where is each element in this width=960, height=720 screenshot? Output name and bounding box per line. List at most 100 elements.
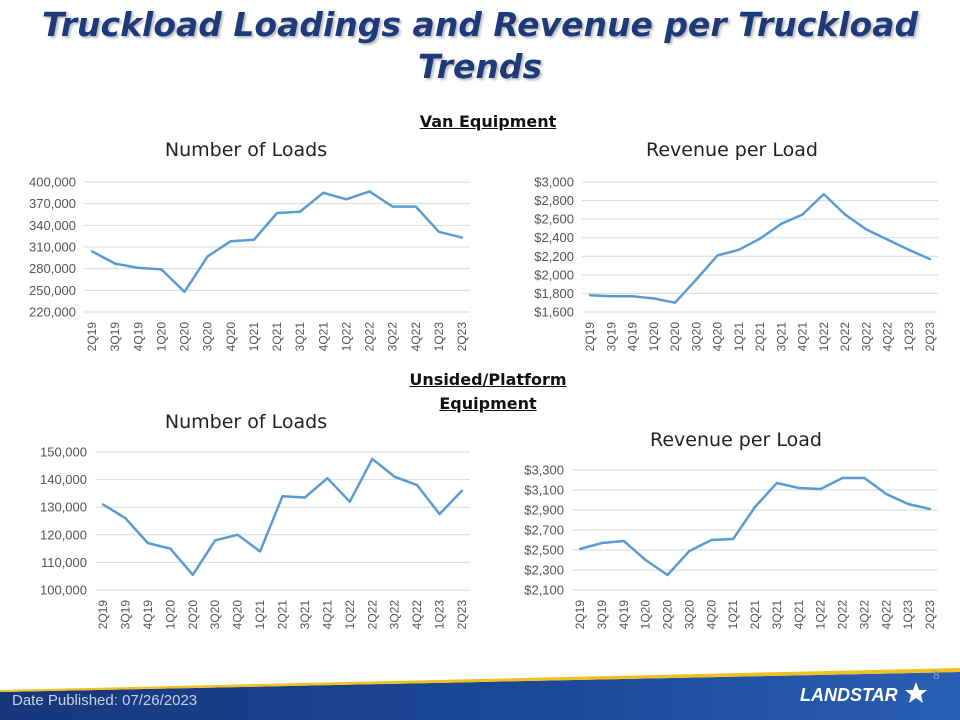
footer-gold-stripe	[0, 668, 960, 692]
data-point	[797, 486, 800, 490]
x-tick-label: 4Q22	[409, 322, 423, 352]
data-point	[843, 213, 847, 216]
data-point	[368, 190, 371, 193]
section-platform-line1: Unsided/Platform	[409, 370, 567, 389]
data-point	[928, 257, 932, 261]
data-point	[819, 487, 822, 491]
data-point	[600, 541, 604, 545]
chart-van-revenue: Revenue per Load $1,600 $1,800 $2,000 $2,200…	[534, 139, 938, 352]
x-tick-label: 4Q22	[410, 600, 424, 630]
data-point	[169, 547, 172, 550]
y-tick-label: 120,000	[40, 527, 87, 542]
x-tick-label: 1Q22	[817, 322, 831, 352]
landstar-logo: LANDSTAR	[800, 682, 927, 705]
y-tick-label: 400,000	[29, 175, 76, 190]
x-tick-label: 4Q22	[879, 600, 893, 630]
x-tick-label: 2Q19	[96, 600, 110, 630]
page-title-line2: Trends	[417, 47, 543, 86]
y-tick-label: 100,000	[40, 583, 87, 598]
y-tick-label: $1,600	[534, 305, 574, 320]
data-point	[345, 198, 348, 201]
x-tick-label: 2Q22	[838, 322, 852, 352]
data-point	[146, 541, 150, 545]
data-point	[90, 250, 94, 253]
data-point	[758, 237, 762, 240]
data-point	[206, 255, 209, 258]
y-tick-label: $2,100	[524, 583, 564, 598]
x-tick-label: 1Q20	[647, 322, 661, 352]
x-tick-label: 3Q22	[388, 600, 402, 630]
data-point	[348, 500, 352, 503]
x-tick-label: 4Q19	[131, 322, 145, 352]
x-tick-label: 3Q22	[857, 600, 871, 630]
x-tick-label: 1Q21	[726, 600, 740, 630]
logo-star-icon	[905, 682, 927, 703]
x-tick-label: 4Q20	[711, 322, 725, 352]
data-point	[578, 547, 582, 551]
data-point	[652, 297, 655, 300]
x-tick-label: 3Q22	[386, 322, 400, 352]
data-point	[753, 505, 757, 509]
x-tick-label: 2Q23	[923, 600, 937, 630]
data-point	[886, 238, 889, 241]
data-point	[865, 228, 868, 231]
x-tick-label: 2Q19	[583, 322, 597, 352]
data-point	[688, 549, 691, 553]
data-point	[393, 475, 396, 479]
data-point	[322, 191, 325, 195]
chart-van-loads: Number of Loads 220,000 250,000 280,000 310,…	[29, 139, 470, 352]
data-point	[822, 192, 825, 196]
data-point	[710, 538, 713, 542]
data-point	[666, 573, 669, 577]
date-published: Date Published: 07/26/2023	[12, 692, 198, 709]
x-tick-label: 1Q22	[343, 600, 357, 630]
x-tick-label: 3Q21	[293, 322, 307, 352]
y-tick-label: 250,000	[29, 283, 76, 298]
x-tick-label: 3Q20	[201, 322, 215, 352]
x-tick-label: 3Q21	[774, 322, 788, 352]
data-point	[731, 537, 735, 541]
y-tick-label: $2,700	[524, 523, 564, 538]
data-point	[160, 268, 163, 271]
x-tick-label: 3Q19	[108, 322, 122, 352]
x-tick-label: 1Q23	[432, 322, 446, 352]
y-tick-label: 150,000	[40, 445, 87, 460]
chart-title: Number of Loads	[165, 411, 327, 433]
y-tick-label: 140,000	[40, 472, 87, 487]
y-tick-label: $2,600	[534, 212, 574, 227]
x-tick-label: 2Q22	[836, 600, 850, 630]
y-tick-label: 110,000	[41, 555, 87, 570]
x-tick-label: 2Q23	[455, 600, 469, 630]
data-point	[229, 240, 232, 243]
data-point	[695, 278, 698, 281]
data-point	[137, 266, 140, 270]
data-point	[906, 502, 910, 506]
x-tick-label: 2Q21	[270, 322, 284, 352]
data-point	[303, 496, 307, 499]
data-point	[213, 539, 217, 542]
data-point	[644, 558, 647, 562]
x-tick-label: 1Q20	[154, 322, 168, 352]
x-tick-label: 2Q19	[573, 600, 587, 630]
y-tick-label: $2,400	[534, 230, 574, 245]
x-tick-label: 2Q23	[923, 322, 937, 352]
x-tick-label: 2Q21	[753, 322, 767, 352]
y-tick-label: 220,000	[29, 305, 76, 320]
y-tick-label: $1,800	[534, 286, 574, 301]
data-point	[183, 290, 186, 293]
x-tick-label: 3Q20	[682, 600, 696, 630]
data-point	[928, 507, 932, 511]
page-title: Truckload Loadings and Revenue per Truck…	[0, 4, 960, 88]
x-tick-label: 3Q19	[118, 600, 132, 630]
series-line	[102, 457, 463, 577]
section-platform-equipment: Unsided/Platform Equipment	[388, 368, 588, 416]
x-tick-label: 1Q23	[902, 322, 916, 352]
data-point	[101, 503, 105, 506]
y-tick-label: 280,000	[29, 261, 76, 276]
data-point	[391, 205, 394, 208]
y-tick-label: $2,000	[534, 267, 574, 282]
x-tick-label: 4Q20	[704, 600, 718, 630]
x-tick-label: 2Q20	[186, 600, 200, 630]
data-point	[622, 539, 625, 543]
x-tick-label: 4Q19	[626, 322, 640, 352]
